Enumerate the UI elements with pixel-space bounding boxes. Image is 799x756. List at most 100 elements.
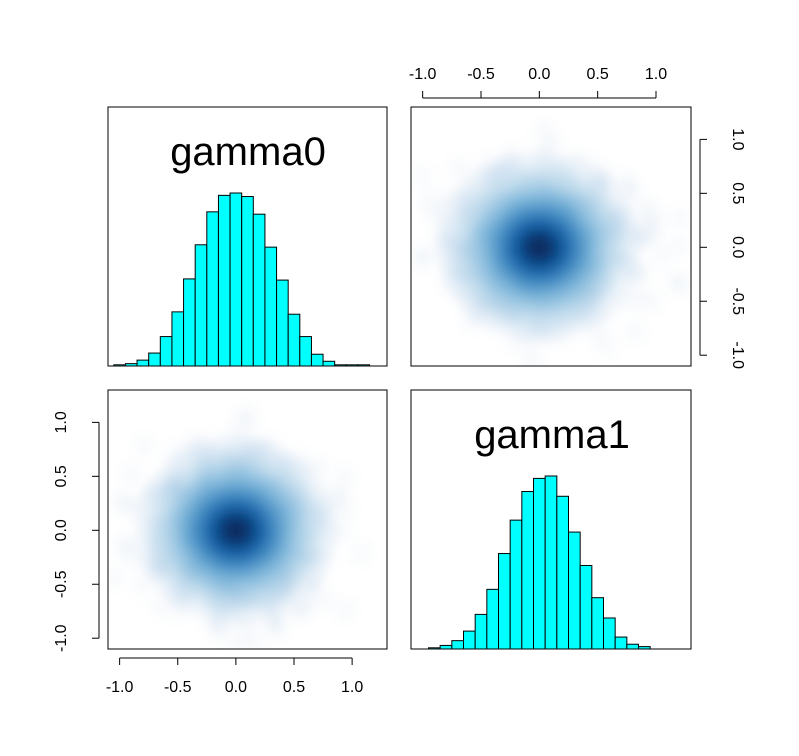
scatter-tr-point: [653, 247, 671, 265]
hist-gamma1-bar-0: [429, 648, 441, 649]
scatter-tr-point: [622, 177, 640, 195]
scatter-tr-point: [413, 167, 431, 185]
hist-gamma0-bar-10: [230, 193, 242, 366]
scatter-tr-point: [525, 363, 543, 381]
axis-top-tick-label-0: -1.0: [409, 66, 437, 83]
hist-gamma0-bar-4: [160, 337, 172, 366]
scatter-tr-point: [522, 347, 540, 365]
axis-bottom: -1.0 -0.5 0.0 0.5 1.0: [106, 658, 364, 696]
axis-top-tick-label-1: -0.5: [467, 66, 495, 83]
axis-left-tick-label-2: 0.0: [53, 519, 70, 541]
scatter-bl-point: [105, 568, 123, 586]
scatter-bl-point: [135, 437, 153, 455]
hist-gamma1-bar-17: [627, 644, 639, 649]
scatter-tr-density-level-7: [528, 237, 551, 258]
scatter-bl-point: [110, 493, 128, 511]
panel-scatter-top-right: [411, 107, 691, 398]
hist-gamma0-bar-0: [114, 365, 126, 366]
hist-gamma1-bar-13: [580, 565, 592, 649]
hist-gamma1-bar-10: [545, 476, 557, 649]
axis-left-tick-label-4: 1.0: [53, 411, 70, 433]
hist-gamma0-bar-1: [125, 364, 137, 366]
hist-gamma0-bar-11: [242, 197, 254, 366]
hist-gamma1-bar-4: [475, 614, 487, 649]
axis-bottom-tick-label-1: -0.5: [164, 679, 192, 696]
hist-gamma0-bar-5: [172, 312, 184, 366]
axis-top-tick-label-2: 0.0: [528, 66, 550, 83]
axis-right-tick-label-0: -1.0: [729, 341, 746, 369]
axis-left-tick-label-3: 0.5: [53, 465, 70, 487]
axis-bottom-tick-label-4: 1.0: [341, 679, 363, 696]
scatter-bl-density-level-7: [224, 520, 247, 541]
scatter-bl-point: [134, 576, 152, 594]
hist-gamma0-bar-17: [311, 354, 323, 366]
scatter-bl-point: [337, 468, 355, 486]
scatter-tr-point: [671, 209, 689, 227]
hist-gamma0-bar-13: [265, 247, 277, 366]
panel-hist-gamma1: gamma1: [411, 390, 691, 649]
hist-gamma0-bar-18: [323, 361, 335, 366]
scatter-bl-point: [336, 601, 354, 619]
scatter-tr-point: [412, 248, 430, 266]
axis-right: -1.0 -0.5 0.0 0.5 1.0: [700, 128, 746, 369]
hist-gamma1-bar-11: [557, 496, 569, 649]
hist-gamma0-bar-16: [300, 337, 312, 366]
hist-gamma0-bar-8: [207, 212, 219, 366]
scatter-tr-point: [641, 292, 659, 310]
hist-gamma0-bar-9: [218, 195, 230, 366]
hist-gamma0-bar-19: [335, 365, 347, 366]
hist-gamma0-bar-7: [195, 245, 207, 366]
hist-gamma1-bar-15: [604, 618, 616, 649]
axis-right-tick-label-4: 1.0: [729, 128, 746, 150]
hist-gamma1-bar-3: [464, 631, 476, 649]
hist-gamma0-bar-14: [277, 280, 289, 366]
scatter-tr-point: [636, 198, 654, 216]
axis-left: -1.0 -0.5 0.0 0.5 1.0: [53, 411, 99, 652]
scatter-bl-point: [315, 592, 333, 610]
axis-bottom-tick-label-3: 0.5: [283, 679, 305, 696]
hist-gamma1-bar-14: [592, 598, 604, 649]
hist-gamma0-bar-2: [137, 360, 149, 366]
hist-gamma0-bar-6: [184, 279, 196, 366]
axis-right-tick-label-1: -0.5: [729, 287, 746, 315]
axis-top: -1.0 -0.5 0.0 0.5 1.0: [409, 66, 667, 98]
hist-gamma1-bar-5: [487, 589, 499, 649]
scatter-tr-point: [535, 122, 553, 140]
hist-gamma0-bar-15: [288, 314, 300, 366]
panel-scatter-bottom-left: [105, 390, 387, 652]
scatter-bl-point: [336, 501, 354, 519]
hist-gamma0-bar-21: [358, 365, 370, 366]
scatter-bl-point: [152, 597, 170, 615]
scatter-tr-point: [626, 323, 644, 341]
axis-right-tick-label-2: 0.0: [729, 236, 746, 258]
axis-top-tick-label-4: 1.0: [645, 66, 667, 83]
hist-gamma1-bar-7: [510, 520, 522, 649]
hist-gamma1-bar-8: [522, 492, 534, 649]
scatter-bl-point: [238, 413, 256, 431]
hist-gamma1-bar-16: [615, 637, 627, 649]
hist-gamma1-bar-2: [452, 641, 464, 649]
hist-gamma0-bar-12: [253, 214, 265, 366]
axis-left-tick-label-1: -0.5: [53, 570, 70, 598]
scatter-tr-point: [667, 272, 685, 290]
scatter-bl-point: [351, 544, 369, 562]
hist-gamma0-bar-20: [346, 365, 358, 366]
hist-title-gamma1: gamma1: [474, 413, 630, 457]
hist-gamma1-bar-6: [499, 554, 511, 649]
axis-right-tick-label-3: 0.5: [729, 182, 746, 204]
hist-gamma1-bar-9: [534, 478, 546, 649]
scatter-tr-point: [670, 236, 688, 254]
scatter-bl-point: [117, 537, 135, 555]
scatter-bl-point: [123, 466, 141, 484]
hist-gamma0-bar-3: [149, 353, 161, 366]
hist-gamma1-bar-1: [440, 645, 452, 649]
axis-left-tick-label-0: -1.0: [53, 624, 70, 652]
axis-bottom-tick-label-2: 0.0: [225, 679, 247, 696]
hist-gamma1-bar-12: [569, 532, 581, 649]
scatter-tr-point: [589, 324, 607, 342]
axis-bottom-tick-label-0: -1.0: [106, 679, 134, 696]
axis-top-tick-label-3: 0.5: [587, 66, 609, 83]
hist-title-gamma0: gamma0: [170, 130, 326, 174]
hist-gamma1-bar-18: [639, 647, 651, 649]
